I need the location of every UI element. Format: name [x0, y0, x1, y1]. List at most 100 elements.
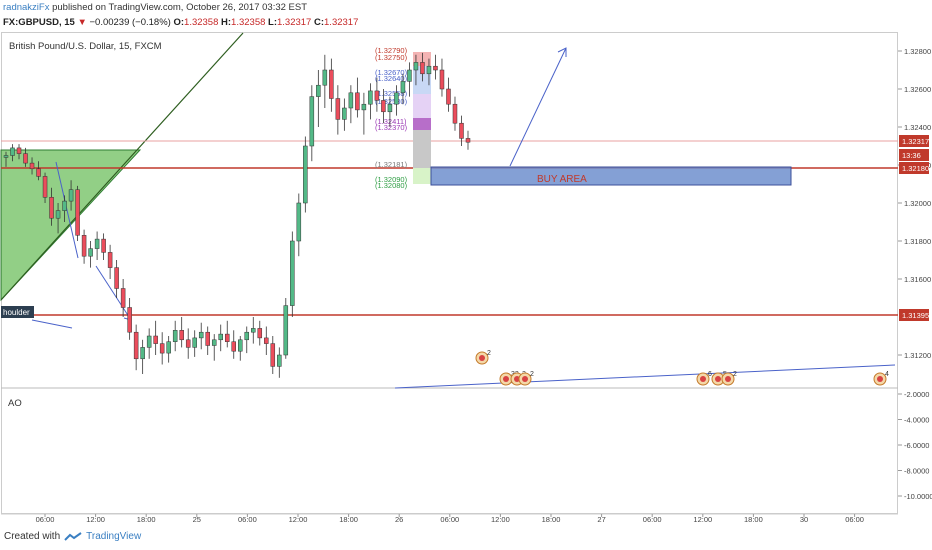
event-flag-dot-icon — [503, 376, 509, 382]
candle-body-6 — [42, 176, 48, 198]
ao-tick-label-1: -4.0000 — [904, 416, 929, 425]
x-tick-label-2: 18:00 — [137, 515, 156, 524]
candle-body-36 — [238, 339, 243, 352]
footer: Created with TradingView — [4, 531, 141, 542]
fib-zone-4 — [413, 118, 431, 130]
y-tick-label-1: 1.32600 — [904, 85, 931, 94]
candle-body-61 — [400, 81, 406, 94]
price-badge-label-3: 1.31395 — [902, 311, 929, 320]
event-flag-dot-icon — [725, 376, 731, 382]
open-label: O: — [173, 17, 185, 28]
x-tick-label-4: 06:00 — [238, 515, 257, 524]
fib-label-6: (1.32411) — [375, 117, 407, 126]
candle-body-10 — [68, 189, 74, 202]
fib-label-10: (1.32080) — [375, 181, 408, 190]
candle-body-64 — [420, 62, 425, 75]
candle-body-23 — [153, 335, 158, 344]
ao-tick-label-3: -8.0000 — [904, 467, 929, 476]
candle-body-38 — [251, 328, 256, 333]
candle-body-33 — [218, 333, 223, 341]
price-badge-2 — [899, 162, 929, 174]
candles — [3, 52, 471, 378]
x-tick-label-7: 26 — [395, 515, 403, 524]
projection-arrow — [509, 47, 567, 167]
event-count-6: 2 — [733, 371, 737, 378]
candle-body-13 — [88, 248, 93, 257]
candle-body-16 — [107, 252, 113, 268]
close-value: 1.32317 — [324, 17, 359, 28]
down-arrow-2 — [95, 265, 132, 321]
event-markers[interactable]: 232226524 — [475, 350, 889, 386]
price-badge-label-2: 1.32180 — [902, 164, 929, 173]
candle-body-49 — [322, 69, 328, 86]
x-tick-label-1: 12:00 — [86, 515, 105, 524]
fib-labels: (1.32790)(1.32750) (1.32670)(1.32640) (1.3… — [375, 46, 408, 190]
candle-body-7 — [49, 197, 54, 219]
candle-body-17 — [114, 267, 119, 289]
candle-body-46 — [303, 145, 308, 204]
candle-body-29 — [192, 337, 197, 348]
candle-body-15 — [101, 238, 106, 253]
ohlc-line: FX:GBPUSD, 15 ▼ −0.00239 (−0.18%) O:1.32… — [3, 17, 358, 28]
price-axis: 1.328001.326001.324001.322001.320001.318… — [898, 47, 931, 360]
candle-body-42 — [277, 354, 282, 367]
fib-zone-2 — [413, 66, 431, 94]
fib-label-0: (1.32790) — [375, 46, 408, 55]
candle-body-58 — [381, 100, 386, 113]
author-link[interactable]: radnakziFx — [3, 2, 50, 13]
candle-body-53 — [348, 92, 354, 109]
fib-label-3: (1.32640) — [375, 74, 408, 83]
candle-body-8 — [55, 210, 61, 219]
close-label: C: — [313, 17, 325, 28]
candle-body-52 — [342, 107, 347, 120]
y-tick-label-0: 1.32800 — [904, 47, 931, 56]
x-tick-label-9: 12:00 — [491, 515, 510, 524]
candle-body-31 — [205, 331, 210, 346]
event-flag-dot-icon — [479, 355, 485, 361]
candle-body-66 — [433, 65, 438, 71]
buy-area-box — [430, 166, 792, 186]
candle-body-51 — [335, 98, 341, 120]
open-value: 1.32358 — [184, 17, 219, 28]
candle-body-47 — [309, 96, 315, 147]
candle-body-9 — [62, 200, 67, 211]
low-value: 1.32317 — [277, 17, 312, 28]
buy-area-label: BUY AREA — [537, 174, 587, 185]
fib-label-5: (1.32530) — [375, 97, 408, 106]
price-badge-label-1: 13:36 — [902, 151, 921, 160]
candle-body-43 — [283, 305, 289, 356]
tradingview-logo-icon — [64, 531, 82, 541]
event-flag-dot-icon — [715, 376, 721, 382]
change-arrow: ▼ — [77, 17, 87, 28]
candle-body-56 — [368, 90, 373, 105]
candle-body-22 — [146, 335, 152, 348]
x-tick-label-14: 18:00 — [744, 515, 763, 524]
candle-body-35 — [231, 341, 236, 352]
price-badge-label-0: 1.32317 — [902, 137, 929, 146]
y-tick-label-5: 1.31800 — [904, 237, 931, 246]
footer-brand[interactable]: TradingView — [86, 531, 142, 542]
projection-arrow-head — [557, 47, 567, 57]
x-tick-label-11: 27 — [597, 515, 605, 524]
candle-body-28 — [185, 339, 191, 348]
event-flag-dot-icon — [522, 376, 528, 382]
ao-tick-label-2: -6.0000 — [904, 441, 929, 450]
fib-zone-3 — [413, 94, 431, 118]
y-tick-label-2: 1.32400 — [904, 123, 931, 132]
candle-body-65 — [426, 65, 432, 75]
candle-body-67 — [439, 69, 445, 90]
candle-body-0 — [3, 155, 9, 158]
shoulder-arrow — [31, 319, 73, 329]
ao-axis: -2.0000 -4.0000 -6.0000 -8.0000 -10.0000 — [898, 390, 932, 501]
candle-body-70 — [459, 122, 464, 139]
shoulder-label-box — [1, 306, 34, 318]
candle-body-4 — [29, 162, 35, 170]
price-badge-3 — [899, 309, 929, 321]
ao-tick-label-0: -2.0000 — [904, 390, 929, 399]
candle-body-3 — [23, 153, 28, 164]
candle-body-68 — [446, 88, 451, 105]
change-value: −0.00239 (−0.18%) — [89, 17, 171, 28]
event-flag-dot-icon — [877, 376, 883, 382]
low-label: L: — [268, 17, 277, 28]
